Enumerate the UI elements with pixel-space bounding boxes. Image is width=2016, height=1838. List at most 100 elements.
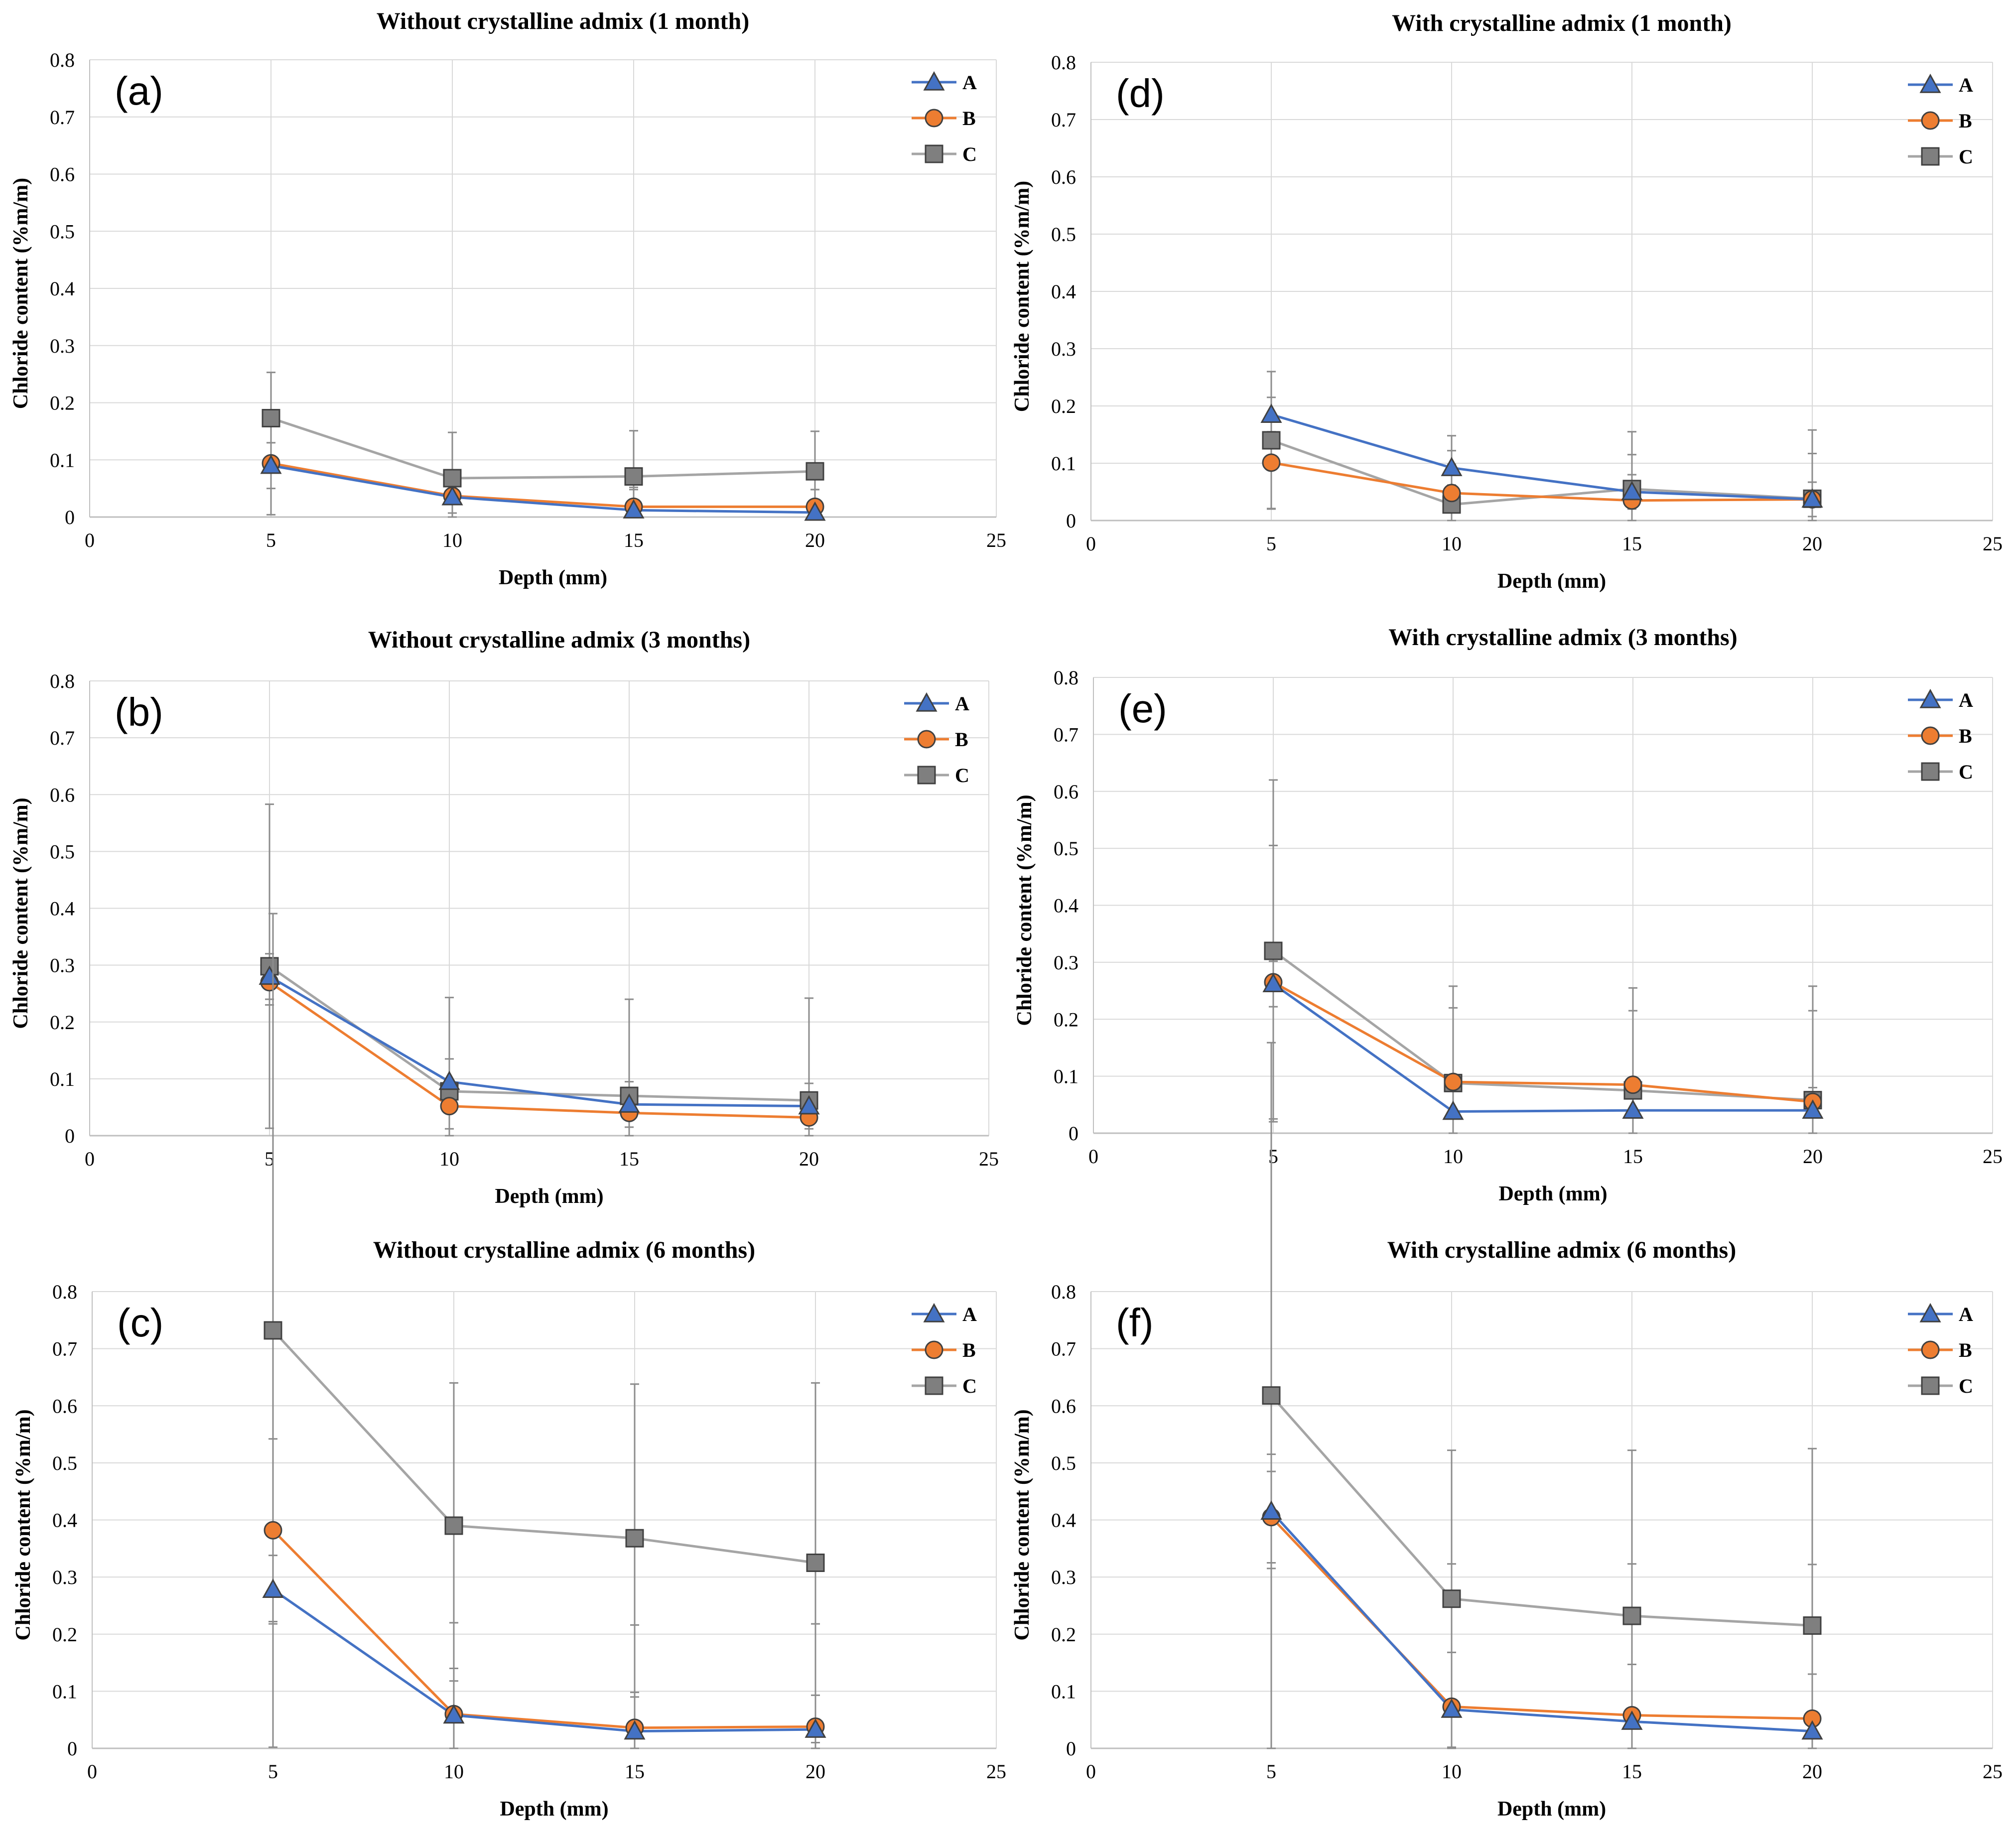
panel-d-legend-marker-B [1921,111,1940,130]
panel-c-series-C-point [444,1516,463,1535]
panel-f-legend-marker-C [1921,1376,1940,1395]
panel-c-legend-label-A: A [962,1303,977,1325]
panel-c-series-A-point [805,1718,826,1738]
panel-e-xtick-label: 20 [1803,1145,1823,1168]
panel-f-series-A-point [1260,1500,1282,1520]
panel-a-series-C-point [624,467,643,486]
panel-f-ytick-label: 0.8 [1051,1281,1076,1303]
panel-b-legend-label-C: C [955,764,969,787]
panel-e-ytick-label: 0.7 [1054,723,1078,746]
panel-f-series-C-point [1803,1616,1822,1635]
panel-a-series-A-point [441,486,463,506]
panel-b-ytick-label: 0.4 [50,898,75,920]
panel-d-ytick-label: 0.5 [1051,223,1076,246]
panel-c-xtick-label: 25 [986,1760,1006,1783]
panel-e-ytick-label: 0.5 [1054,837,1078,860]
panel-a-series-A-point [260,454,282,474]
panel-b-x-axis-label: Depth (mm) [495,1185,603,1208]
panel-c-ytick-label: 0.4 [52,1509,77,1532]
panel-b-series-A-point [618,1093,640,1113]
panel-a-xtick-label: 25 [986,529,1006,551]
panel-e-series-B-line [1272,981,1813,1103]
panel-a-ytick-label: 0.2 [50,392,75,414]
panel-d-ytick-label: 0 [1066,510,1076,532]
panel-a-xtick-label: 10 [442,529,462,551]
panel-e-legend-label-A: A [1959,689,1973,711]
panel-f-legend-marker-A [1919,1303,1941,1322]
panel-c-ytick-label: 0.1 [52,1680,77,1703]
panel-c-xtick-label: 5 [268,1760,278,1783]
panel-d-legend-label-A: A [1959,74,1973,96]
panel-b-xtick-label: 5 [265,1148,274,1170]
panel-c-series-A-point [262,1578,284,1598]
panel-a-series-A-point [804,501,826,521]
panel-d-xtick-label: 10 [1442,532,1462,555]
panel-a-title: Without crystalline admix (1 month) [377,8,749,34]
panel-f-legend-label-C: C [1959,1375,1973,1397]
panel-f-series-C-point [1262,1386,1281,1405]
panel-a-x-axis-label: Depth (mm) [499,566,607,589]
panel-c-legend-marker-C [925,1376,943,1395]
panel-e-x-axis-label: Depth (mm) [1498,1182,1607,1205]
panel-c-series-B-line [272,1529,816,1729]
panel-e-xtick-label: 15 [1623,1145,1643,1168]
panel-b-series-A-point [798,1095,820,1115]
panel-a-legend-marker-C [925,144,943,163]
panel-a-letter: (a) [115,69,163,113]
panel-f-letter: (f) [1116,1301,1154,1345]
panel-f-series-C-point [1442,1589,1461,1608]
panel-c-ytick-label: 0.3 [52,1566,77,1588]
panel-d-legend-marker-C [1921,147,1940,166]
panel-e-ytick-label: 0.4 [1054,895,1078,917]
panel-a-ytick-label: 0.5 [50,220,75,243]
panel-f-ytick-label: 0.6 [1051,1395,1076,1417]
panel-e: 0 0.1 0.2 0.3 0.4 0.5 0.6 0.7 0.8 0 5 10 15 20 25 With … [1013,624,2003,1205]
panel-a-legend-marker-A [923,71,945,91]
panel-c-ytick-label: 0.8 [52,1281,77,1303]
panel-e-legend-label-C: C [1959,761,1973,783]
panel-d-ytick-label: 0.3 [1051,338,1076,360]
panel-e-series-A-point [1802,1099,1824,1119]
panel-c-x-axis-label: Depth (mm) [500,1798,608,1821]
panel-f-series-C-point [1622,1606,1641,1625]
panel-a-ytick-label: 0.1 [50,449,75,471]
panel-b-ytick-label: 0.2 [50,1011,75,1034]
panel-a-series-C-point [262,408,280,427]
panel-c-letter: (c) [117,1301,163,1345]
panel-d-series-A-point [1441,457,1463,476]
panel-f-legend-label-B: B [1959,1339,1972,1361]
panel-b-xtick-label: 0 [85,1148,95,1170]
panel-a-legend-label-A: A [962,71,977,94]
panel-d: 0 0.1 0.2 0.3 0.4 0.5 0.6 0.7 0.8 0 5 10 15 20 25 With … [1011,10,2003,593]
panel-a-series-C-point [443,469,462,488]
panel-b-title: Without crystalline admix (3 months) [368,627,750,653]
panel-a-y-axis-label: Chloride content (%m/m) [9,178,32,409]
panel-d-letter: (d) [1116,71,1165,116]
panel-b-legend-marker-B [917,730,936,749]
panel-a-ytick-label: 0.3 [50,335,75,357]
panel-a-ytick-label: 0.4 [50,277,75,300]
panel-c-ytick-label: 0.6 [52,1395,77,1417]
panel-f-ytick-label: 0.5 [1051,1452,1076,1474]
panel-a-legend-label-B: B [962,107,976,130]
panel-e-series-B-point [1444,1072,1463,1091]
panel-b-ytick-label: 0.5 [50,840,75,863]
panel-e-ytick-label: 0.8 [1054,666,1078,689]
panel-d-series-B-line [1271,461,1813,502]
panel-a-series-A-point [623,499,645,519]
panel-e-series-A-point [1262,973,1284,993]
panel-b-legend-label-B: B [955,728,968,751]
panel-a-xtick-label: 20 [805,529,825,551]
panel-d-title: With crystalline admix (1 month) [1392,10,1732,36]
panel-d-ytick-label: 0.8 [1051,51,1076,74]
panel-d-series-C-point [1262,431,1281,450]
panel-e-series-C-point [1264,941,1283,960]
panel-f-x-axis-label: Depth (mm) [1497,1798,1606,1821]
panel-e-series-A-point [1622,1099,1644,1119]
panel-e-ytick-label: 0.1 [1054,1065,1078,1088]
panel-f-y-axis-label: Chloride content (%m/m) [1011,1409,1034,1640]
panel-f-ytick-label: 0.3 [1051,1566,1076,1588]
panel-e-ytick-label: 0.2 [1054,1008,1078,1031]
panel-f-xtick-label: 20 [1802,1760,1822,1783]
